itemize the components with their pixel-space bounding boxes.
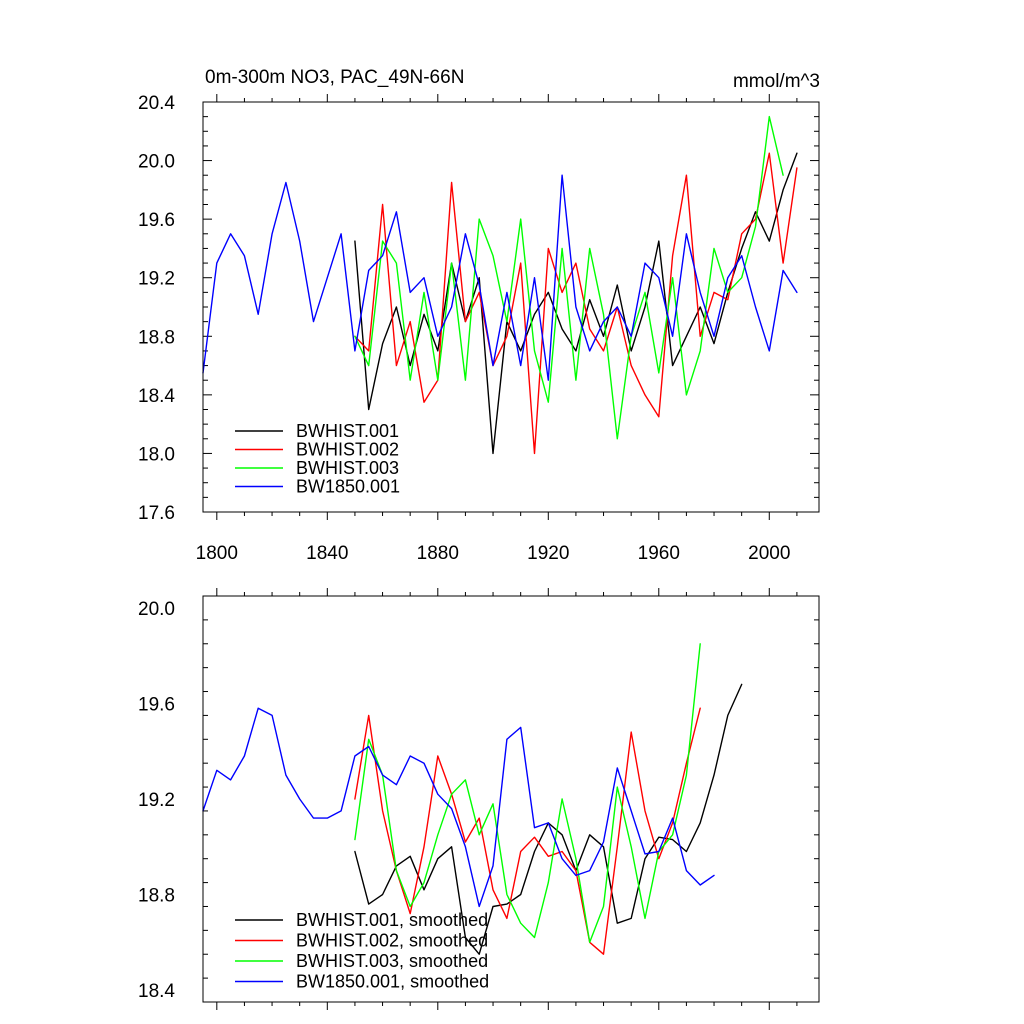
plot-area-bottom: 18.4 18.8 19.2 19.6 20.0 BWHIST.001, smoothed… [138,588,819,1010]
legend-label: BW1850.001 [296,477,400,497]
chart-units: mmol/m^3 [733,71,820,92]
y-tick-label: 19.2 [138,790,175,811]
legend-label: BW1850.001, smoothed [296,972,489,992]
y-tick-label: 20.4 [138,93,175,114]
y-tick-label: 19.6 [138,694,175,715]
legend-label: BWHIST.003 [296,458,399,478]
x-tick-label: 1920 [527,543,569,564]
y-tick-label: 18.8 [138,886,175,907]
series-line-3-bottom [354,643,701,943]
y-tick-label: 18.0 [138,444,175,465]
chart-title: 0m-300m NO3, PAC_49N-66N [205,67,464,88]
y-tick-label: 20.0 [138,599,175,620]
y-tick-label: 18.4 [138,981,175,1002]
plot-frame-top [202,101,820,513]
y-tick-label: 18.8 [138,327,175,348]
top-panel: 0m-300m NO3, PAC_49N-66N mmol/m^3 17.6 18… [138,67,820,564]
y-tick-label: 19.6 [138,210,175,231]
x-tick-label: 1840 [306,543,348,564]
series-line-3-top [354,115,784,440]
y-tick-label: 19.2 [138,269,175,290]
x-tick-label: 1880 [417,543,459,564]
x-tick-label: 1800 [196,543,238,564]
plot-area-top: 17.6 18.0 18.4 18.8 19.2 19.6 20.0 20.4 1800 1840… [138,93,819,564]
legend-label: BWHIST.003, smoothed [296,951,488,971]
series-line-1-top [354,152,798,455]
y-tick-label: 17.6 [138,503,175,524]
series-line-4-top [202,174,798,381]
y-tick-label: 20.0 [138,152,175,173]
x-tick-label: 1960 [638,543,680,564]
bottom-panel: 18.4 18.8 19.2 19.6 20.0 BWHIST.001, smoothed… [138,588,820,1010]
legend-label: BWHIST.001 [296,421,399,441]
series-line-4-bottom [202,707,715,908]
y-tick-label: 18.4 [138,386,175,407]
legend-label: BWHIST.001, smoothed [296,910,488,930]
legend-label: BWHIST.002, smoothed [296,931,488,951]
x-tick-label: 2000 [748,543,790,564]
legend-label: BWHIST.002 [296,440,399,460]
plot-frame-bottom [202,595,820,1003]
